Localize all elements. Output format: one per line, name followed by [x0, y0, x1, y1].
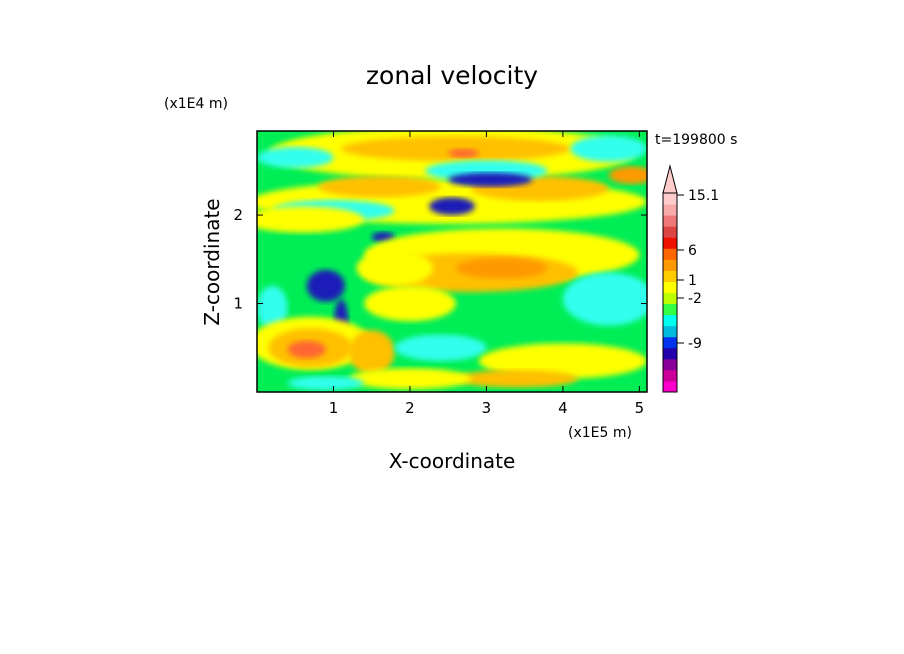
colorbar-label: 6 [688, 243, 697, 259]
x-axis: 1 2 3 4 5 [329, 131, 644, 417]
x-tick-label: 2 [405, 399, 415, 417]
field-region-negative [570, 135, 647, 162]
colorbar-swatch [663, 369, 677, 382]
chart-title: zonal velocity [366, 61, 538, 90]
field-region-strong-negative [306, 269, 345, 302]
colorbar-label: -2 [688, 291, 702, 307]
y-tick-label: 1 [233, 295, 243, 313]
field-region-negative [257, 146, 334, 169]
colorbar-swatch [663, 281, 677, 293]
x-axis-label: X-coordinate [389, 449, 516, 473]
field-region-negative [394, 334, 487, 362]
colorbar-label: 15.1 [688, 188, 719, 204]
colorbar-swatch [663, 380, 677, 393]
field-region-peak-positive [448, 148, 479, 158]
field-region-positive [341, 136, 571, 162]
colorbar-swatch [663, 314, 677, 327]
y-unit-label: (x1E4 m) [164, 96, 228, 112]
x-tick-label: 1 [329, 399, 339, 417]
field-region-positive [348, 330, 395, 375]
x-tick-label: 3 [482, 399, 492, 417]
colorbar-swatch [663, 248, 677, 260]
colorbar-label: 1 [688, 273, 697, 289]
field-region-positive [455, 369, 579, 388]
field-region-weak-positive [356, 250, 433, 286]
colorbar: 15.1 6 1 -2 -9 [662, 164, 719, 393]
time-label: t=199800 s [655, 132, 737, 148]
plot-frame [256, 130, 648, 393]
colorbar-swatch [663, 237, 677, 249]
colorbar-swatch [663, 226, 677, 238]
field-region-strong-negative [448, 172, 533, 187]
field-region-strong-positive [608, 166, 647, 185]
y-tick-label: 2 [233, 206, 243, 224]
field-region-negative [287, 376, 365, 391]
colorbar-swatch [663, 270, 677, 282]
field-region-strong-negative [429, 197, 475, 216]
x-tick-label: 5 [635, 399, 645, 417]
field-region-weak-positive [348, 368, 472, 390]
y-axis-label: Z-coordinate [200, 198, 224, 325]
colorbar-swatch [663, 303, 677, 316]
x-tick-label: 4 [558, 399, 568, 417]
colorbar-swatch [663, 204, 677, 216]
field-region-peak-positive [287, 340, 326, 359]
contour-field [257, 131, 647, 392]
colorbar-swatch [663, 215, 677, 227]
field-region-weak-positive [478, 343, 647, 379]
field-region-strong-positive [455, 257, 548, 279]
field-region-weak-positive [364, 285, 456, 322]
field-region-negative [257, 285, 288, 331]
colorbar-swatch [663, 292, 677, 305]
colorbar-extend-arrow [662, 164, 678, 194]
colorbar-swatch [663, 325, 677, 338]
colorbar-swatch [663, 336, 677, 349]
y-axis: 12 [233, 206, 647, 313]
x-unit-label: (x1E5 m) [568, 425, 632, 441]
colorbar-swatch [663, 193, 677, 205]
field-region-weak-positive [257, 206, 365, 233]
colorbar-label: -9 [688, 336, 702, 352]
field-region-negative [562, 272, 647, 326]
colorbar-swatch [663, 358, 677, 371]
field-regions [257, 131, 647, 391]
colorbar-swatch [663, 347, 677, 360]
colorbar-frame [662, 192, 678, 393]
colorbar-swatch [663, 259, 677, 271]
field-region-positive [318, 176, 441, 198]
